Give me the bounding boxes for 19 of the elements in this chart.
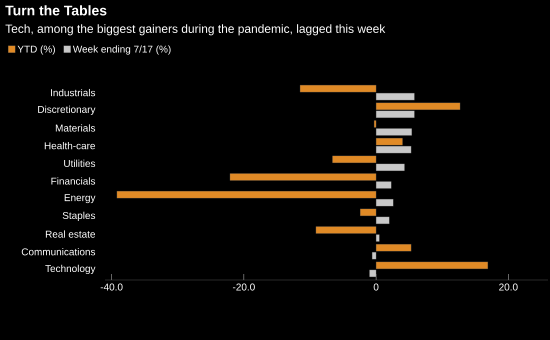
x-tick-label: 20.0 — [499, 284, 518, 291]
y-tick-label: Communications — [22, 248, 96, 256]
chart-title: Turn the Tables — [5, 5, 106, 16]
y-tick-label: Industrials — [51, 88, 96, 96]
legend-label: Week ending 7/17 (%) — [72, 45, 171, 55]
x-tick-label: 0 — [374, 284, 378, 291]
y-tick-label: Technology — [45, 264, 96, 274]
legend-label: YTD (%) — [18, 45, 55, 55]
chart-subtitle: Tech, among the biggest gainers during the pandemic, lagged this week — [5, 24, 386, 36]
x-tick-label: -20.0 — [232, 284, 255, 291]
y-tick-label: Real estate — [46, 230, 96, 238]
y-tick-label: Energy — [64, 194, 96, 204]
y-tick-label: Staples — [62, 212, 96, 221]
y-tick-label: Discretionary — [38, 106, 96, 115]
x-tick-label: -40.0 — [100, 284, 123, 291]
y-tick-label: Materials — [56, 124, 96, 132]
y-tick-label: Utilities — [64, 160, 96, 167]
y-tick-label: Financials — [51, 177, 96, 185]
y-tick-label: Health-care — [44, 142, 96, 150]
